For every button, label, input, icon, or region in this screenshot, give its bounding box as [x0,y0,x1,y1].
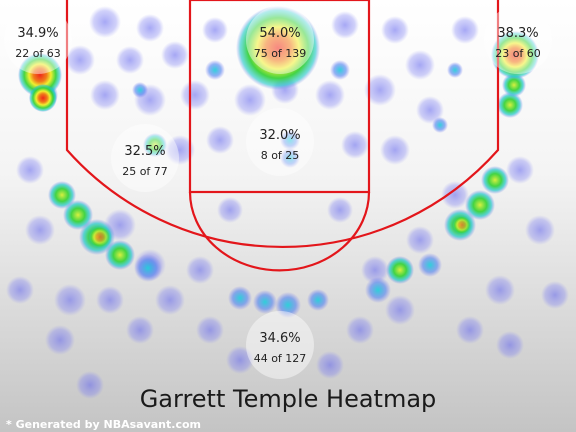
credit-text: * Generated by NBAsavant.com [6,418,201,431]
zone-percentage: 38.3% [497,26,538,41]
three-point-line [65,0,500,248]
zone-circle [246,311,314,379]
zone-marker-top-of-key-three: 34.6% 44 of 127 [246,311,314,379]
free-throw-arc [188,191,371,272]
heat-high-density [18,6,539,249]
zone-made-of-attempts: 44 of 127 [254,352,307,365]
zone-circle [484,6,552,74]
zone-circle [4,6,72,74]
zone-marker-left-corner-three: 34.9% 22 of 63 [4,6,72,74]
paint-box [188,0,371,194]
zone-marker-right-corner-three: 38.3% 23 of 60 [484,6,552,74]
zone-made-of-attempts: 8 of 25 [261,149,300,162]
zone-circle [246,6,314,74]
zone-made-of-attempts: 22 of 63 [15,47,61,60]
zone-marker-restricted-area: 54.0% 75 of 139 [246,6,314,74]
zone-percentage: 54.0% [259,26,300,41]
zone-marker-paint-non-ra: 32.0% 8 of 25 [246,108,314,176]
zone-made-of-attempts: 25 of 77 [122,165,168,178]
zone-made-of-attempts: 23 of 60 [495,47,541,60]
chart-title: Garrett Temple Heatmap [140,385,437,413]
zone-percentage: 32.0% [259,128,300,143]
zone-circle [111,124,179,192]
zone-percentage: 34.9% [17,26,58,41]
zone-circle [246,108,314,176]
court-lines [65,0,500,272]
zone-marker-left-midrange: 32.5% 25 of 77 [111,124,179,192]
zone-made-of-attempts: 75 of 139 [254,47,307,60]
zone-percentage: 34.6% [259,331,300,346]
zone-percentage: 32.5% [124,144,165,159]
zone-markers: 34.9% 22 of 63 54.0% 75 of 139 38.3% 23 of 60… [4,6,552,379]
